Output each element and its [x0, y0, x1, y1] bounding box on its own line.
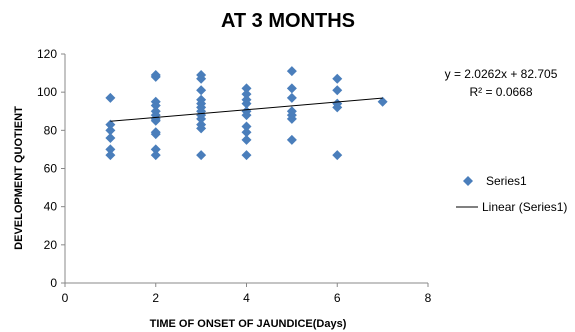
x-axis-title: TIME OF ONSET OF JAUNDICE(Days) [150, 318, 347, 330]
legend-marker-series1 [463, 176, 473, 186]
legend-label-series1: Series1 [486, 174, 527, 188]
chart-title: AT 3 MONTHS [221, 10, 355, 32]
data-point [241, 89, 252, 100]
y-axis-title: DEVELOPMENT QUOTIENT [13, 106, 25, 250]
data-point [196, 73, 207, 84]
data-point [286, 66, 297, 77]
data-point [286, 134, 297, 145]
y-tick-label: 0 [50, 276, 57, 290]
legend: Series1 Linear (Series1) [456, 174, 567, 214]
x-ticks: 0 2 4 6 8 [62, 283, 432, 305]
data-point [196, 113, 207, 124]
x-tick-label: 4 [243, 291, 250, 305]
y-tick-label: 100 [37, 85, 57, 99]
y-tick-label: 20 [44, 238, 58, 252]
data-point [377, 96, 388, 107]
y-tick-label: 60 [44, 162, 58, 176]
data-point [150, 144, 161, 155]
data-point [105, 132, 116, 143]
x-tick-label: 6 [334, 291, 341, 305]
y-tick-label: 120 [37, 47, 57, 61]
plot-area: 0 20 40 60 80 100 120 0 2 4 6 8 [37, 47, 432, 305]
x-tick-label: 0 [62, 291, 69, 305]
data-point [241, 134, 252, 145]
data-point [332, 73, 343, 84]
x-tick-label: 8 [425, 291, 432, 305]
x-tick-label: 2 [152, 291, 159, 305]
trendline-equation: y = 2.0262x + 82.705 [445, 67, 558, 81]
data-point [150, 150, 161, 161]
data-point [241, 121, 252, 132]
data-point [196, 150, 207, 161]
data-point [150, 71, 161, 82]
data-point [150, 129, 161, 140]
data-point [241, 83, 252, 94]
data-point [105, 144, 116, 155]
y-tick-label: 40 [44, 200, 58, 214]
y-tick-label: 80 [44, 123, 58, 137]
data-points [105, 66, 388, 161]
data-point [286, 113, 297, 124]
data-point [196, 123, 207, 134]
data-point [150, 115, 161, 126]
data-point [332, 85, 343, 96]
data-point [105, 150, 116, 161]
y-ticks: 0 20 40 60 80 100 120 [37, 47, 65, 290]
data-point [241, 150, 252, 161]
data-point [241, 110, 252, 121]
data-point [332, 150, 343, 161]
data-point [286, 83, 297, 94]
legend-label-trendline: Linear (Series1) [482, 200, 567, 214]
data-point [332, 102, 343, 113]
data-point [105, 92, 116, 103]
data-point [105, 125, 116, 136]
data-point [241, 127, 252, 138]
trendline-r-squared: R² = 0.0668 [469, 85, 532, 99]
data-point [105, 119, 116, 130]
data-point [196, 85, 207, 96]
data-point [286, 92, 297, 103]
trendline [110, 97, 383, 122]
data-point [241, 98, 252, 109]
data-point [150, 100, 161, 111]
